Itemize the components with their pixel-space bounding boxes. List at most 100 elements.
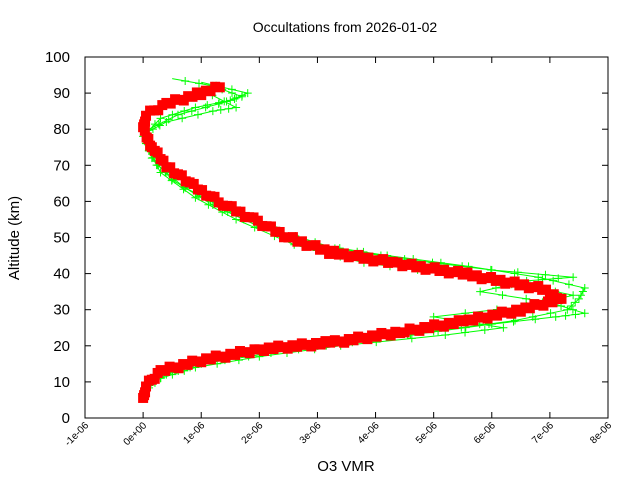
series-2 [139, 89, 578, 397]
plus-marker [546, 309, 555, 318]
plus-marker [580, 309, 589, 318]
plus-marker [220, 97, 229, 106]
plus-marker [441, 330, 450, 339]
x-tick-label: 5e-06 [414, 420, 440, 446]
y-tick-label: 80 [53, 121, 70, 138]
plus-marker [232, 93, 241, 102]
plus-marker [551, 312, 560, 321]
plus-marker [168, 110, 177, 119]
plus-marker [569, 291, 578, 300]
y-tick-label: 20 [53, 338, 70, 355]
plus-marker [561, 311, 570, 320]
plus-marker [180, 107, 189, 116]
plus-marker [461, 328, 470, 337]
plus-marker [576, 291, 585, 300]
x-tick-label: 0e+00 [122, 420, 150, 448]
y-tick-label: 100 [45, 49, 70, 66]
y-tick-label: 90 [53, 85, 70, 102]
square-marker [140, 116, 151, 127]
y-tick-label: 40 [53, 266, 70, 283]
y-tick-label: 50 [53, 230, 70, 247]
series-0 [142, 76, 589, 394]
plus-marker [578, 287, 587, 296]
plus-marker [549, 276, 558, 285]
plus-marker [203, 101, 212, 110]
plus-marker [563, 305, 572, 314]
plus-marker [580, 284, 589, 293]
plus-marker [554, 274, 563, 283]
x-tick-label: 8e-06 [588, 420, 614, 446]
square-marker [192, 184, 203, 195]
square-marker [155, 154, 166, 165]
plot-marks [138, 76, 589, 403]
x-tick-label: 4e-06 [356, 420, 382, 446]
plus-marker [541, 270, 550, 279]
plus-marker [238, 91, 247, 100]
plus-marker [181, 76, 190, 85]
square-marker [214, 82, 225, 93]
plus-marker [528, 312, 537, 321]
plus-marker [193, 110, 202, 119]
plus-marker [208, 107, 217, 116]
plus-marker [571, 310, 580, 319]
square-marker [231, 206, 242, 217]
plus-marker [232, 215, 241, 224]
plus-marker [574, 294, 583, 303]
x-tick-label: 1e-06 [181, 420, 207, 446]
square-marker [239, 211, 250, 222]
plus-marker [564, 280, 573, 289]
plus-marker [215, 98, 224, 107]
plus-marker [534, 273, 543, 282]
plus-marker [513, 268, 522, 277]
chart-title: Occultations from 2026-01-02 [253, 19, 438, 35]
plus-marker [178, 114, 187, 123]
series-3 [138, 81, 567, 403]
square-marker [257, 220, 268, 231]
plus-marker [522, 294, 531, 303]
y-axis-label: Altitude (km) [6, 196, 23, 280]
plus-marker [569, 273, 578, 282]
plus-marker [156, 168, 165, 177]
plus-marker [191, 193, 200, 202]
plus-marker [179, 185, 188, 194]
plot-border [84, 56, 609, 419]
plus-marker [226, 96, 235, 105]
y-tick-label: 70 [53, 157, 70, 174]
plus-marker [476, 287, 485, 296]
plus-marker [227, 85, 236, 94]
square-marker [153, 105, 164, 116]
plus-marker [150, 120, 159, 129]
square-marker [161, 162, 172, 173]
plus-marker [191, 103, 200, 112]
y-tick-label: 0 [62, 410, 70, 427]
plus-marker [571, 298, 580, 307]
plus-marker [224, 104, 233, 113]
square-marker [270, 226, 281, 237]
square-marker [149, 373, 160, 384]
square-marker [169, 168, 180, 179]
plus-marker [407, 334, 416, 343]
x-tick-label: 7e-06 [530, 420, 556, 446]
square-marker [201, 190, 212, 201]
y-tick-label: 10 [53, 374, 70, 391]
x-tick-label: 3e-06 [298, 420, 324, 446]
plus-marker [498, 291, 507, 300]
plus-marker [195, 79, 204, 88]
plus-marker [567, 302, 576, 311]
square-marker [140, 387, 151, 398]
plus-marker [155, 121, 164, 130]
x-tick-label: 6e-06 [472, 420, 498, 446]
plus-marker [499, 323, 508, 332]
square-marker [213, 197, 224, 208]
plus-marker [204, 200, 213, 209]
square-marker [145, 140, 156, 151]
plus-marker [156, 114, 165, 123]
plus-marker [232, 103, 241, 112]
square-marker [141, 110, 152, 121]
plus-marker [243, 89, 252, 98]
plus-marker [162, 117, 171, 126]
x-axis-label: O3 VMR [317, 458, 375, 475]
y-tick-label: 60 [53, 193, 70, 210]
